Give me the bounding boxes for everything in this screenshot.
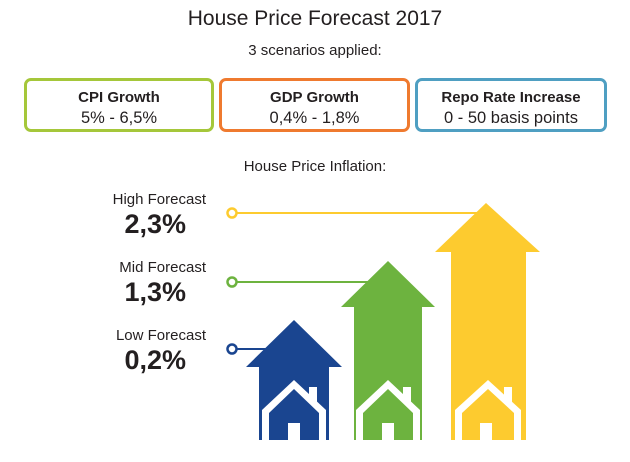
mid-connector [226, 276, 388, 288]
page-title: House Price Forecast 2017 [187, 7, 443, 30]
subtitle: 3 scenarios applied: [248, 42, 382, 59]
scenario-box-repo: Repo Rate Increase 0 - 50 basis points [415, 78, 607, 132]
mid-forecast-label: Mid Forecast [119, 259, 206, 276]
high-connector [226, 207, 486, 219]
scenario-box-gdp: GDP Growth 0,4% - 1,8% [219, 78, 410, 132]
scenario-title: GDP Growth [270, 89, 359, 106]
section-title: House Price Inflation: [243, 158, 387, 175]
scenario-box-cpi: CPI Growth 5% - 6,5% [24, 78, 214, 132]
scenario-value: 5% - 6,5% [80, 109, 158, 127]
scenario-value: 0,4% - 1,8% [269, 109, 360, 127]
low-forecast-value: 0,2% [124, 345, 186, 375]
scenario-title: CPI Growth [78, 89, 160, 106]
scenario-title: Repo Rate Increase [441, 89, 581, 106]
low-house-icon [246, 320, 342, 440]
mid-house-arrow-icon [341, 261, 435, 440]
high-forecast-value: 2,3% [124, 209, 186, 239]
low-forecast-label: Low Forecast [115, 327, 206, 344]
high-house-arrow-icon [435, 203, 540, 440]
scenario-value: 0 - 50 basis points [444, 109, 578, 127]
mid-forecast-value: 1,3% [124, 277, 186, 307]
high-forecast-label: High Forecast [112, 191, 206, 208]
